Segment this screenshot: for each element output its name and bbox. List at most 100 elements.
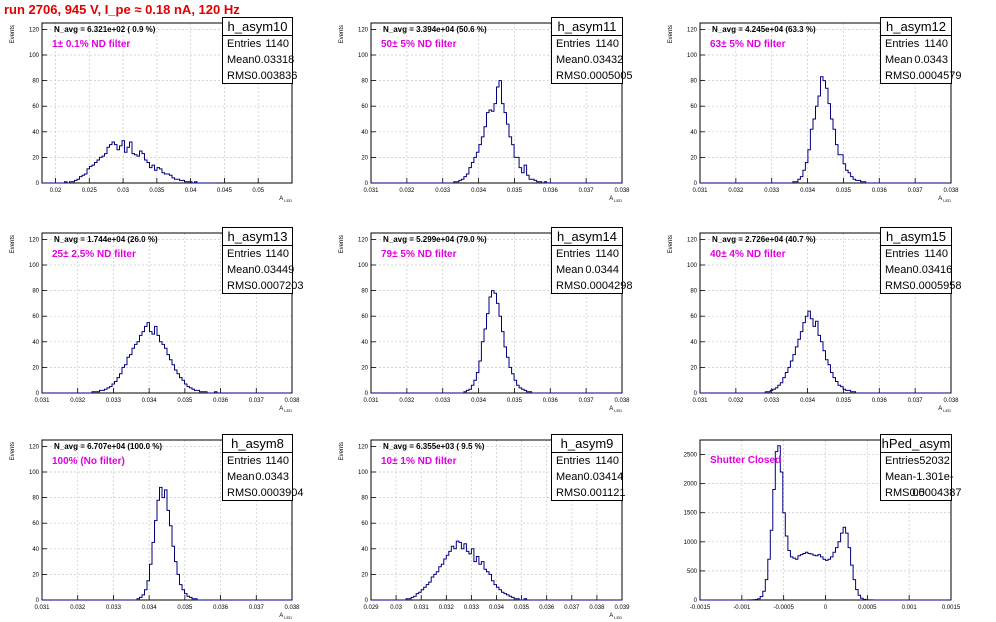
x-tick-label: 0.033 <box>106 398 122 404</box>
y-tick-label: 80 <box>32 289 39 295</box>
x-tick-label: 0.036 <box>539 605 555 611</box>
stats-row: Entries 52032 <box>881 453 951 469</box>
stats-box: h_asym8 Entries 1140 Mean 0.0343 RMS 0.0003904 <box>222 434 303 501</box>
y-tick-label: 0 <box>365 391 369 397</box>
stats-value: 0.0004387 <box>909 487 962 499</box>
x-tick-label: 0.032 <box>399 188 415 194</box>
x-tick-label: 0.031 <box>363 398 379 404</box>
y-tick-label: 80 <box>690 289 697 295</box>
stats-value: 0.0343 <box>255 471 289 483</box>
x-tick-label: 0.035 <box>507 188 523 194</box>
stats-label: RMS <box>556 487 581 499</box>
y-tick-label: 120 <box>29 237 40 243</box>
stats-row: RMS 0.0003904 <box>223 485 303 501</box>
stats-value: 0.0003904 <box>251 487 304 499</box>
y-tick-label: 0 <box>694 391 698 397</box>
histogram-line <box>42 322 292 394</box>
x-tick-label: 0.034 <box>142 398 158 404</box>
filter-label: 40± 4% ND filter <box>710 249 786 260</box>
stats-value: 0.003836 <box>251 70 298 82</box>
stats-row: Mean 0.03432 <box>552 52 623 68</box>
x-tick-label: 0.001 <box>902 605 918 611</box>
stats-box: h_asym11 Entries 1140 Mean 0.03432 RMS 0.00050… <box>551 17 632 84</box>
y-tick-label: 60 <box>32 314 39 320</box>
x-tick-label: 0.03 <box>117 188 129 194</box>
stats-row: Entries 1140 <box>223 36 292 52</box>
stats-label: RMS <box>227 280 252 292</box>
y-tick-label: 60 <box>361 104 368 110</box>
y-axis-label: Events <box>10 25 16 43</box>
y-axis-label: Events <box>339 25 345 43</box>
histogram-name: hPed_asym <box>881 436 951 453</box>
stats-row: Entries 1140 <box>552 36 622 52</box>
stats-label: Mean <box>556 264 584 276</box>
filter-label: 1± 0.1% ND filter <box>52 39 131 50</box>
plot-frame <box>699 22 952 184</box>
x-tick-label: 0.031 <box>34 398 50 404</box>
x-tick-label: 0.045 <box>217 188 233 194</box>
y-tick-label: 120 <box>687 237 698 243</box>
x-tick-label: 0.031 <box>363 188 379 194</box>
y-tick-label: 120 <box>29 27 40 33</box>
y-axis-label: Events <box>668 25 674 43</box>
histogram-line <box>371 80 622 184</box>
x-tick-label: 0.037 <box>908 398 924 404</box>
y-tick-label: 60 <box>690 314 697 320</box>
y-tick-label: 20 <box>32 155 39 161</box>
x-tick-label: 0.032 <box>70 605 86 611</box>
x-tick-label: 0.035 <box>514 605 530 611</box>
y-tick-label: 80 <box>361 496 368 502</box>
histogram-line <box>700 310 951 394</box>
stats-label: Mean <box>885 264 913 276</box>
x-tick-label: 0.0015 <box>942 605 961 611</box>
x-tick-label: 0.036 <box>872 398 888 404</box>
filter-label: 25± 2.5% ND filter <box>52 249 136 260</box>
plot-frame <box>41 232 293 394</box>
y-tick-label: 60 <box>690 104 697 110</box>
y-axis-label: Events <box>339 235 345 253</box>
y-tick-label: 40 <box>361 130 368 136</box>
y-tick-label: 40 <box>361 547 368 553</box>
y-tick-label: 0 <box>36 181 40 187</box>
stats-row: Mean 0.0343 <box>223 469 292 485</box>
x-tick-label: 0.034 <box>471 188 487 194</box>
stats-box: h_asym13 Entries 1140 Mean 0.03449 RMS 0.00072… <box>222 227 303 294</box>
y-tick-label: 40 <box>690 130 697 136</box>
x-tick-label: 0.036 <box>213 605 229 611</box>
x-tick-label: 0.035 <box>177 605 193 611</box>
stats-value: 0.03449 <box>254 264 295 276</box>
x-tick-label: 0.034 <box>471 398 487 404</box>
x-tick-label: 0.04 <box>185 188 197 194</box>
x-tick-label: 0.02 <box>50 188 62 194</box>
x-tick-label: 0.036 <box>543 188 559 194</box>
navg-label: N_avg = 6.321e+02 ( 0.9 %) <box>54 25 156 34</box>
x-tick-label: 0.035 <box>836 188 852 194</box>
x-tick-label: 0.033 <box>435 188 451 194</box>
navg-label: N_avg = 6.355e+03 ( 9.5 %) <box>383 442 485 451</box>
x-tick-label: 0.037 <box>564 605 580 611</box>
stats-value: 0.0005958 <box>909 280 962 292</box>
y-tick-label: 100 <box>29 470 40 476</box>
y-tick-label: 0 <box>365 181 369 187</box>
x-tick-label: 0.033 <box>464 605 480 611</box>
stats-row: Mean 0.03449 <box>223 262 295 278</box>
stats-label: Mean <box>556 471 584 483</box>
y-tick-label: 40 <box>32 340 39 346</box>
y-tick-label: 40 <box>32 130 39 136</box>
y-tick-label: 0 <box>694 181 698 187</box>
stats-row: RMS 0.0004298 <box>552 278 632 294</box>
x-tick-label: 0.038 <box>943 188 959 194</box>
stats-row: Mean 0.03318 <box>223 52 294 68</box>
stats-row: RMS 0.003836 <box>223 68 297 84</box>
y-tick-label: 500 <box>687 569 698 575</box>
x-axis-label: ALED <box>609 196 622 203</box>
stats-value: 1140 <box>265 455 289 467</box>
histogram-name: h_asym9 <box>552 435 622 453</box>
histogram-line <box>371 290 622 394</box>
x-tick-label: 0.032 <box>728 398 744 404</box>
stats-value: 0.0004579 <box>909 70 962 82</box>
x-tick-label: 0.036 <box>213 398 229 404</box>
y-tick-label: 100 <box>687 53 698 59</box>
stats-value: 0.03414 <box>583 471 624 483</box>
